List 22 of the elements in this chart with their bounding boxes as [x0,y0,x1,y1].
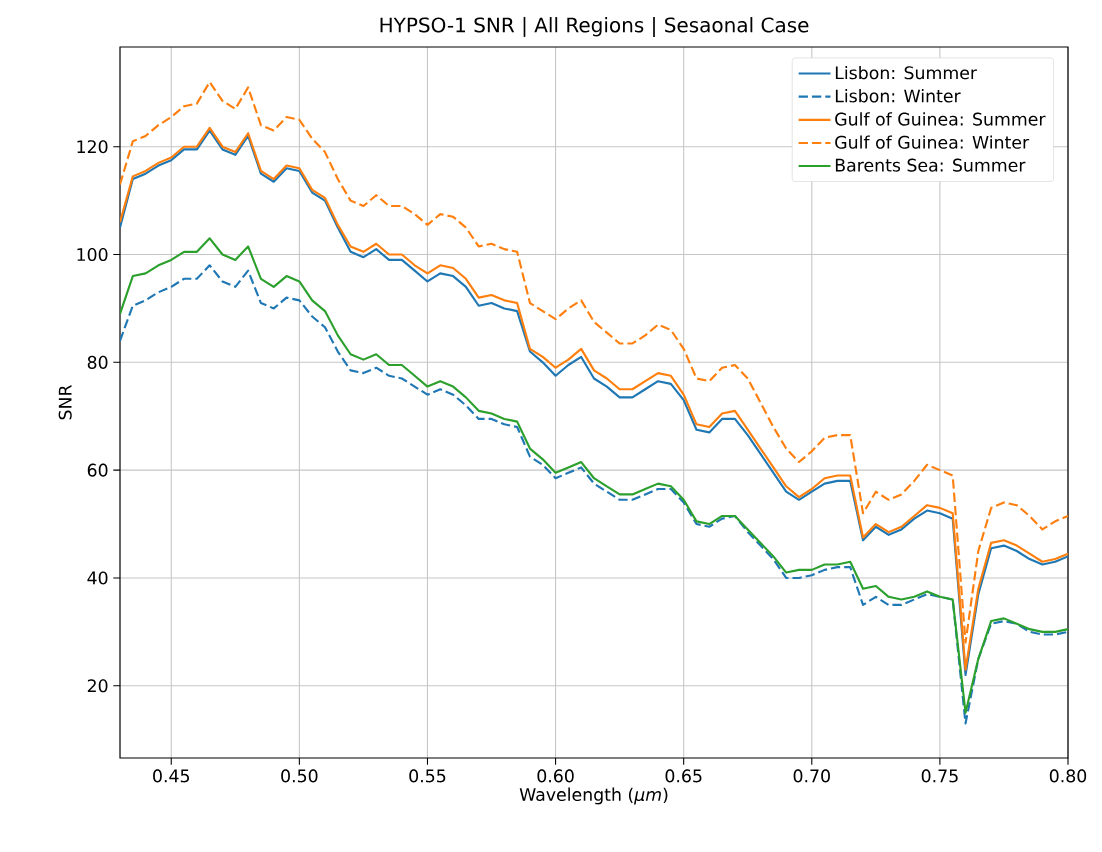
legend-label: Gulf of Guinea: Summer [835,112,1046,126]
x-tick-label: 0.50 [281,769,318,783]
x-tick-label: 0.75 [921,769,958,783]
y-tick-label: 80 [87,355,108,369]
x-tick-label: 0.80 [1049,769,1087,783]
legend-label: Gulf of Guinea: Winter [835,135,1030,149]
legend-label: Barents Sea: Summer [835,158,1026,172]
x-tick-label: 0.65 [665,769,702,783]
y-axis-title: SNR [58,384,72,420]
x-tick-label: 0.60 [537,769,574,783]
chart-title: HYPSO-1 SNR | All Regions | Sesaonal Case [380,16,809,37]
y-tick-label: 40 [87,571,108,585]
y-tick-label: 60 [87,463,108,477]
legend-label: Lisbon: Summer [835,65,978,80]
x-tick-label: 0.70 [793,769,830,783]
y-tick-label: 20 [87,679,108,693]
x-tick-label: 0.55 [409,769,446,783]
y-tick-label: 120 [77,140,108,154]
legend-label: Lisbon: Winter [835,89,961,103]
x-axis-title: Wavelength (μm) [519,787,668,805]
y-tick-label: 100 [77,247,108,262]
x-tick-label: 0.45 [153,769,190,783]
